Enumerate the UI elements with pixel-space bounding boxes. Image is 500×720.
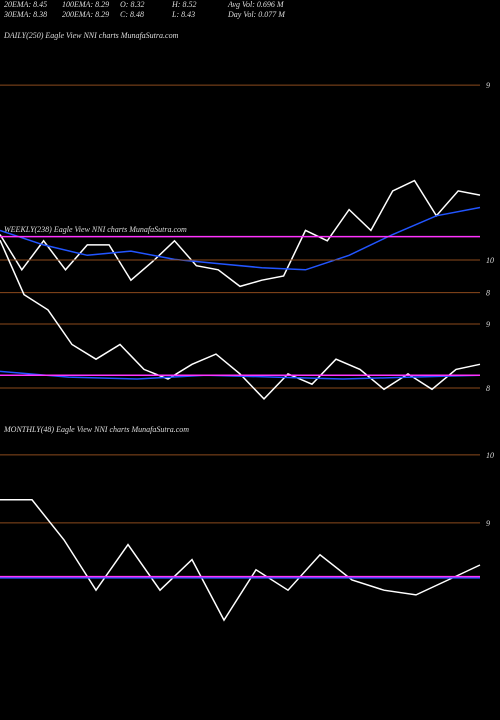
header-stat: O: 8.32 — [120, 0, 144, 9]
header-stat: H: 8.52 — [171, 0, 196, 9]
header-stat: Avg Vol: 0.696 M — [227, 0, 285, 9]
y-tick-label: 8 — [486, 384, 490, 393]
header-stat: Day Vol: 0.077 M — [227, 10, 286, 19]
y-tick-label: 8 — [486, 289, 490, 298]
header-stat: 20EMA: 8.45 — [4, 0, 47, 9]
series-line — [0, 206, 481, 271]
y-tick-label: 9 — [486, 320, 490, 329]
y-tick-label: 9 — [486, 81, 490, 90]
header-stat: 100EMA: 8.29 — [62, 0, 109, 9]
header-stat: 30EMA: 8.38 — [3, 10, 47, 19]
series-line — [0, 239, 481, 400]
y-tick-label: 10 — [486, 451, 494, 460]
panel-title: MONTHLY(48) Eagle View NNI charts Munafa… — [3, 425, 189, 434]
series-line — [0, 499, 481, 622]
header-stat: C: 8.48 — [120, 10, 144, 19]
panel-title: WEEKLY(238) Eagle View NNI charts Munafa… — [4, 225, 187, 234]
header-stat: L: 8.43 — [171, 10, 195, 19]
header-stat: 200EMA: 8.29 — [62, 10, 109, 19]
series-line — [0, 370, 481, 380]
y-tick-label: 9 — [486, 519, 490, 528]
y-tick-label: 10 — [486, 256, 494, 265]
panel-title: DAILY(250) Eagle View NNI charts MunafaS… — [3, 31, 179, 40]
